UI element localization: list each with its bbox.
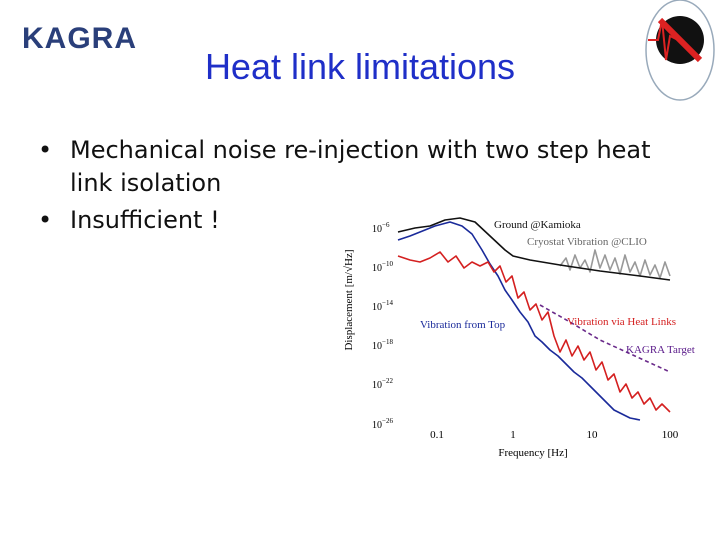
y-tick-exp: −22 [382,377,393,385]
y-tick-label: 10−6 [372,221,390,235]
x-tick-label: 10 [587,429,599,441]
y-tick-base: 10 [372,341,382,352]
top-curve [397,221,641,421]
bullet-list: Mechanical noise re-injection with two s… [38,134,678,241]
cryostat-curve [559,249,671,279]
figure: Displacement [m/√Hz] Frequency [Hz] 0.1 … [343,215,695,459]
y-tick-base: 10 [372,302,382,313]
y-tick-label: 10−10 [372,260,393,274]
y-tick-exp: −6 [382,221,390,229]
x-tick-label: 1 [510,429,516,441]
ground-curve [397,217,671,281]
bullet: Mechanical noise re-injection with two s… [38,134,678,200]
y-tick-exp: −26 [382,417,393,425]
y-tick-exp: −10 [382,260,393,268]
target-curve [539,304,671,373]
y-tick-exp: −18 [382,338,393,346]
heat-link-curve [397,251,671,413]
plot-area [398,215,670,430]
bullet: Insufficient ! [38,204,678,237]
y-tick-base: 10 [372,420,382,431]
legend-label: Ground @Kamioka [494,219,581,231]
y-tick-base: 10 [372,380,382,391]
logo: KAGRA [22,22,137,55]
legend-label: KAGRA Target [626,344,695,356]
y-tick-label: 10−14 [372,299,393,313]
legend-label: Cryostat Vibration @CLIO [527,236,647,248]
y-tick-exp: −14 [382,299,393,307]
x-tick-label: 0.1 [430,429,444,441]
y-axis-label: Displacement [m/√Hz] [343,249,355,350]
legend-label: Vibration via Heat Links [567,316,676,328]
x-tick-label: 100 [662,429,679,441]
x-axis-label: Frequency [Hz] [498,447,567,459]
y-tick-label: 10−26 [372,417,393,431]
y-tick-base: 10 [372,263,382,274]
y-tick-base: 10 [372,224,382,235]
y-tick-label: 10−18 [372,338,393,352]
corner-logo [645,0,715,101]
slide-title: Heat link limitations [204,46,516,87]
legend-label: Vibration from Top [420,319,506,331]
y-tick-label: 10−22 [372,377,393,391]
